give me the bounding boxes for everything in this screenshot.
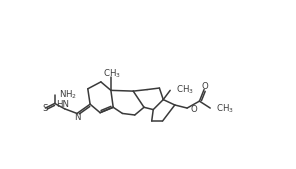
Text: O: O xyxy=(202,82,208,91)
Text: N: N xyxy=(75,113,81,122)
Text: S: S xyxy=(42,104,47,113)
Text: CH$_3$: CH$_3$ xyxy=(216,103,234,115)
Text: HN: HN xyxy=(56,101,69,110)
Text: NH$_2$: NH$_2$ xyxy=(59,89,77,101)
Text: CH$_3$: CH$_3$ xyxy=(103,68,120,80)
Text: O: O xyxy=(190,105,197,114)
Text: CH$_3$: CH$_3$ xyxy=(176,83,194,96)
